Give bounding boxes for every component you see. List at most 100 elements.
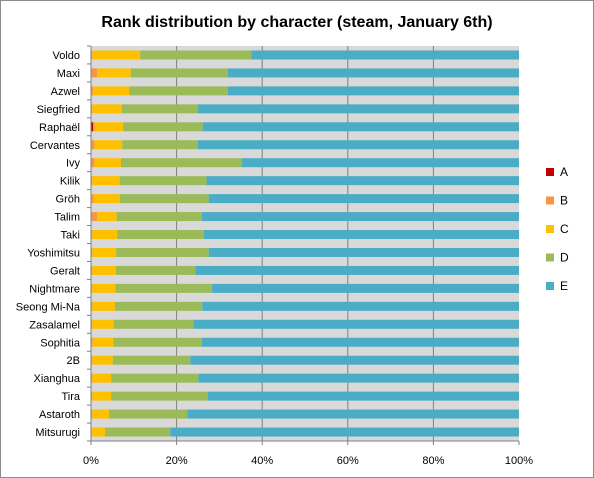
category-label: Nightmare xyxy=(29,283,80,295)
bar-segment-c xyxy=(93,86,130,96)
bar-segment-b xyxy=(91,265,93,275)
bar-row xyxy=(91,337,520,347)
bar-segment-c xyxy=(94,122,124,132)
x-tick-label: 100% xyxy=(505,455,533,467)
bar-segment-e xyxy=(208,247,519,257)
bar-segment-b xyxy=(91,68,97,78)
bar-row xyxy=(91,194,519,204)
bar-segment-e xyxy=(241,158,519,168)
bar-segment-d xyxy=(112,355,191,365)
bar-segment-e xyxy=(198,140,519,150)
bar-row xyxy=(91,50,519,60)
bar-segment-d xyxy=(120,158,242,168)
bar-segment-b xyxy=(91,337,93,347)
bar-segment-d xyxy=(108,409,188,419)
bar-segment-c xyxy=(92,319,114,329)
bar-segment-e xyxy=(201,337,520,347)
bar-segment-c xyxy=(92,373,112,383)
bar-segment-d xyxy=(119,194,209,204)
bar-row xyxy=(91,247,519,257)
bar-segment-d xyxy=(111,391,208,401)
bar-row xyxy=(91,373,520,383)
bar-segment-c xyxy=(92,176,120,186)
bar-segment-b xyxy=(91,301,93,311)
bar-row xyxy=(91,409,520,419)
x-tick-label: 0% xyxy=(83,455,99,467)
bar-row xyxy=(91,230,519,240)
bar-row xyxy=(91,427,519,437)
category-label: Raphaël xyxy=(39,122,80,134)
bar-segment-d xyxy=(115,265,196,275)
bar-segment-d xyxy=(113,337,202,347)
bar-row xyxy=(91,176,519,186)
category-label: Ivy xyxy=(66,158,81,170)
bar-segment-e xyxy=(202,301,519,311)
legend-label: D xyxy=(560,251,569,265)
legend: A BC DE xyxy=(546,165,569,293)
bar-segment-c xyxy=(92,337,114,347)
bar-row xyxy=(91,319,520,329)
bar-segment-e xyxy=(227,68,519,78)
bar-segment-c xyxy=(94,158,121,168)
bar-row xyxy=(91,283,519,293)
bar-segment-b xyxy=(91,319,93,329)
category-label: Zasalamel xyxy=(29,319,80,331)
bar-segment-d xyxy=(140,50,252,60)
category-label: Astaroth xyxy=(39,409,80,421)
bar-segment-c xyxy=(92,230,118,240)
bar-segment-d xyxy=(114,301,203,311)
bar-segment-e xyxy=(170,427,519,437)
bar-segment-c xyxy=(92,283,116,293)
bar-segment-d xyxy=(119,176,207,186)
bar-segment-c xyxy=(96,68,131,78)
bars xyxy=(91,50,520,437)
bar-segment-e xyxy=(187,409,520,419)
bar-segment-d xyxy=(105,427,171,437)
legend-swatch-d xyxy=(546,253,554,262)
bar-segment-c xyxy=(92,301,115,311)
bar-segment-b xyxy=(91,158,95,168)
category-label: Tira xyxy=(61,391,80,403)
bar-segment-c xyxy=(92,265,116,275)
bar-segment-d xyxy=(111,373,199,383)
bar-segment-b xyxy=(91,86,94,96)
bar-segment-c xyxy=(92,247,117,257)
category-label: Cervantes xyxy=(30,140,81,152)
bar-segment-d xyxy=(121,104,198,114)
legend-swatch-a xyxy=(546,168,554,176)
bar-row xyxy=(91,68,519,78)
legend-label: C xyxy=(560,222,569,236)
bar-segment-d xyxy=(129,86,228,96)
axes xyxy=(87,45,519,442)
bar-segment-b xyxy=(91,409,93,419)
bar-segment-b xyxy=(91,176,93,186)
x-tick-label: 80% xyxy=(422,455,444,467)
x-tick-label: 60% xyxy=(337,455,359,467)
category-labels: Voldo Maxi Azwel Siegfried Raphaël Cervantes I… xyxy=(16,50,81,439)
bar-segment-b xyxy=(91,230,93,240)
bar-segment-c xyxy=(96,212,117,222)
bar-segment-b xyxy=(91,391,93,401)
category-label: Mitsurugi xyxy=(35,427,80,439)
bar-segment-e xyxy=(207,391,519,401)
bar-row xyxy=(91,391,519,401)
category-label: Azwel xyxy=(51,86,80,98)
x-tick-labels: 0% 20% 40% 60% 80% 100% xyxy=(83,441,533,467)
bar-segment-e xyxy=(195,265,519,275)
bar-segment-e xyxy=(198,104,519,114)
category-label: Xianghua xyxy=(34,373,81,385)
bar-segment-c xyxy=(91,427,106,437)
legend-label: B xyxy=(560,194,568,208)
bar-segment-d xyxy=(116,247,209,257)
legend-swatch-e xyxy=(546,282,554,290)
category-label: Talim xyxy=(54,212,80,224)
category-label: Taki xyxy=(60,230,80,242)
bar-segment-e xyxy=(212,283,519,293)
bar-row xyxy=(91,355,519,365)
bar-segment-b xyxy=(91,247,93,257)
bar-segment-e xyxy=(201,212,520,222)
bar-row xyxy=(91,158,519,168)
bar-row xyxy=(91,104,519,114)
bar-segment-c xyxy=(92,50,141,60)
